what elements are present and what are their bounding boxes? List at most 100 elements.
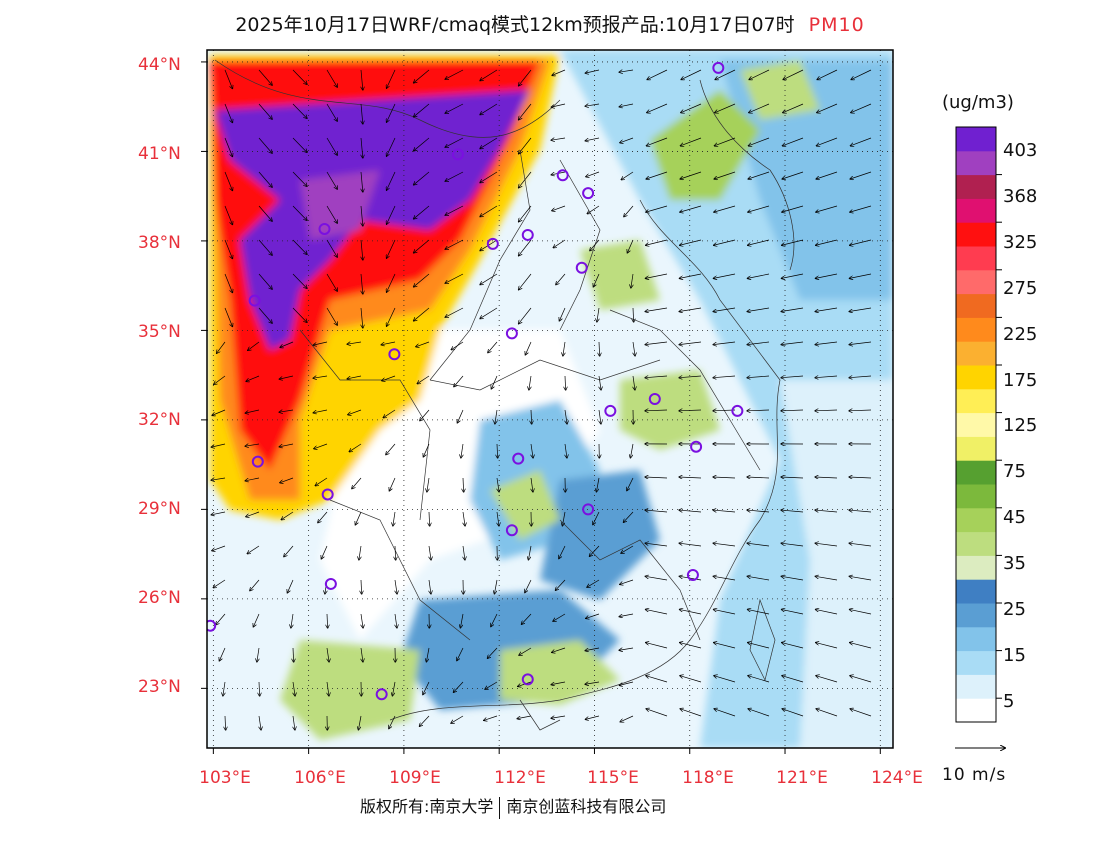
wind-vector <box>480 171 498 183</box>
wind-vector <box>480 69 498 81</box>
wind-vector <box>361 307 363 328</box>
colorbar-swatch <box>956 150 996 176</box>
colorbar-swatch <box>956 246 996 271</box>
wind-vector <box>460 613 464 628</box>
wind-vector <box>528 545 532 560</box>
wind-vector <box>647 69 668 80</box>
wind-vector <box>646 171 668 179</box>
wind-vector <box>494 579 498 594</box>
wind-vector <box>816 205 838 212</box>
wind-vector <box>645 477 668 478</box>
wind-vector <box>395 613 397 628</box>
wind-vector <box>213 579 226 588</box>
wind-vector <box>292 171 307 186</box>
wind-vector <box>387 69 396 88</box>
wind-vector <box>817 69 838 80</box>
wind-vector <box>414 137 430 151</box>
wind-vector <box>293 681 295 696</box>
wind-vector <box>782 676 804 683</box>
wind-vector <box>714 676 736 683</box>
wind-vector <box>783 69 804 80</box>
wind-vector <box>748 137 770 146</box>
wind-vector <box>748 171 770 179</box>
wind-vector <box>463 477 464 492</box>
wind-vector <box>212 409 226 415</box>
wind-vector <box>451 715 464 723</box>
wind-vector <box>361 647 363 662</box>
wind-vector <box>596 477 600 492</box>
wind-vector <box>497 477 499 492</box>
wind-vector <box>645 410 668 411</box>
wind-vector <box>781 576 804 581</box>
boundary-line <box>429 359 661 391</box>
wind-vector <box>314 443 328 449</box>
copyright: 版权所有:南京大学 南京创蓝科技有限公司 <box>360 793 666 819</box>
wind-vector <box>445 307 464 317</box>
wind-vector <box>782 205 804 212</box>
wind-vector <box>619 103 634 107</box>
wind-vector <box>315 477 328 486</box>
wind-vector <box>519 205 532 222</box>
wind-vector <box>620 715 634 722</box>
wind-vector <box>352 477 362 489</box>
wind-vector <box>849 307 872 311</box>
wind-vector <box>679 510 702 512</box>
wind-vector <box>646 239 668 245</box>
wind-vector <box>816 643 838 649</box>
wind-vector <box>585 69 600 73</box>
wind-vector <box>395 545 396 560</box>
wind-vector <box>747 376 770 378</box>
wind-vector <box>645 307 668 311</box>
wind-vector <box>850 239 872 245</box>
axis-ticks <box>201 61 881 754</box>
wind-vector <box>619 648 634 650</box>
wind-vector <box>429 545 431 560</box>
colorbar-label: 125 <box>1003 415 1038 436</box>
wind-vector <box>815 273 838 278</box>
wind-vector <box>815 609 838 615</box>
wind-vector <box>414 239 430 253</box>
wind-vector <box>293 715 295 730</box>
wind-vector <box>423 681 430 695</box>
wind-vector <box>258 239 272 255</box>
wind-vector <box>361 579 362 594</box>
wind-vector <box>348 409 362 415</box>
wind-vector <box>258 205 272 221</box>
wind-vector <box>715 103 736 113</box>
wind-vector <box>563 341 565 356</box>
wind-vector <box>361 613 363 628</box>
colorbar-swatch <box>956 222 996 247</box>
wind-vector <box>680 205 702 212</box>
wind-vector <box>816 239 838 245</box>
colorbar-label: 275 <box>1003 278 1038 299</box>
wind-vector <box>253 613 260 627</box>
wind-vector <box>781 410 804 411</box>
wind-vector <box>454 375 464 387</box>
colorbar-swatch <box>956 388 996 414</box>
wind-vector <box>599 409 601 424</box>
boundary-line <box>389 199 781 721</box>
wind-vector <box>419 715 430 726</box>
wind-vector <box>748 239 770 245</box>
pm10-concentration-field <box>210 50 893 748</box>
wind-vector <box>497 443 498 458</box>
wind-vector <box>679 543 702 547</box>
lon-label-109: 109°E <box>389 768 441 788</box>
wind-vector <box>621 171 634 180</box>
wind-vector <box>749 69 770 80</box>
wind-vector <box>679 477 702 478</box>
wind-vector <box>361 239 363 260</box>
wind-vector <box>414 69 430 83</box>
wind-vector <box>597 307 599 322</box>
wind-vector <box>748 709 770 717</box>
wind-vector <box>850 171 872 179</box>
wind-vector <box>389 715 396 729</box>
colorbar-label: 225 <box>1003 324 1038 345</box>
wind-vector <box>313 341 328 345</box>
wind-vector <box>782 643 804 649</box>
bohai-field <box>720 60 893 300</box>
wind-vector <box>747 609 770 615</box>
wind-vector <box>590 239 600 251</box>
station-marker <box>604 404 617 417</box>
variable-name: PM10 <box>808 14 865 36</box>
